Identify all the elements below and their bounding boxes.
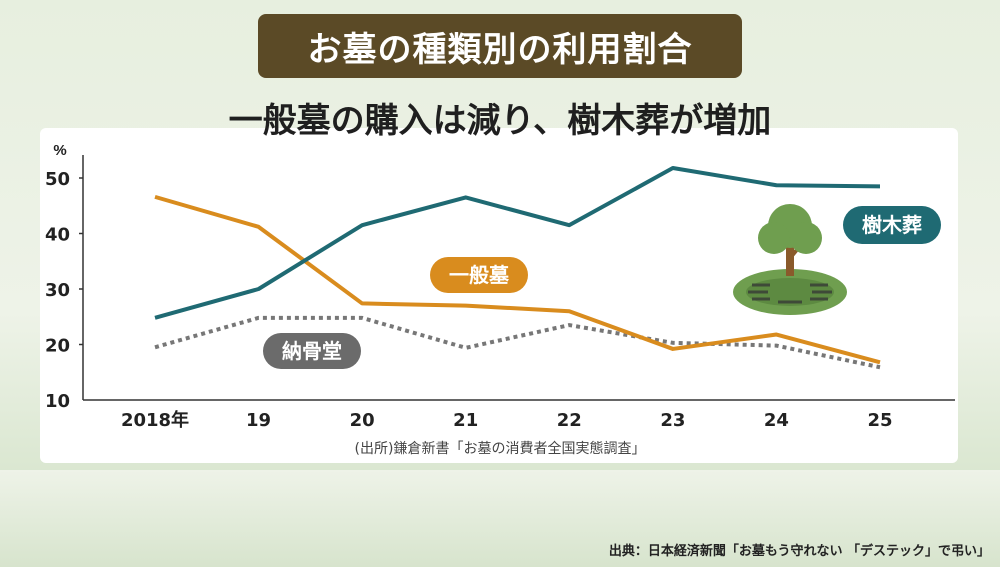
x-tick-label: 22	[557, 410, 582, 431]
svg-text:一般墓: 一般墓	[449, 263, 510, 287]
x-tick-labels: 2018年 19 20 21 22 23 24 25	[121, 409, 893, 431]
svg-text:納骨堂: 納骨堂	[282, 339, 342, 363]
series-line-0	[154, 166, 881, 320]
footer-strip	[0, 470, 1000, 567]
x-tick-label: 23	[660, 410, 685, 431]
svg-text:樹木葬: 樹木葬	[862, 213, 922, 237]
tree-icon	[733, 204, 847, 315]
x-tick-label: 24	[764, 410, 789, 431]
title-banner: お墓の種類別の利用割合	[258, 14, 742, 78]
y-tick-labels: 10 20 30 40 50	[45, 169, 83, 412]
axes: %	[53, 142, 955, 401]
legend-label-nokotsudo: 納骨堂	[263, 333, 361, 369]
source-note: (出所)鎌倉新書「お墓の消費者全国実態調査」	[354, 441, 646, 457]
y-tick-label: 30	[45, 280, 70, 301]
legend-label-jumoku: 樹木葬	[843, 206, 941, 244]
y-axis-unit: %	[53, 142, 66, 159]
x-tick-label: 20	[350, 410, 375, 431]
chart-subtitle: 一般墓の購入は減り、樹木葬が増加	[228, 101, 772, 141]
y-tick-label: 10	[45, 391, 70, 412]
y-tick-label: 50	[45, 169, 70, 190]
credit-note: 出典：日本経済新聞「お墓もう守れない 「デステック」で弔い」	[608, 544, 990, 559]
series-lines	[154, 166, 881, 370]
x-tick-label: 2018年	[121, 409, 189, 431]
legend-label-ippanbo: 一般墓	[430, 257, 528, 293]
y-tick-label: 20	[45, 336, 70, 357]
x-tick-label: 19	[246, 410, 271, 431]
chart-title: お墓の種類別の利用割合	[307, 29, 693, 70]
y-tick-label: 40	[45, 225, 70, 246]
x-tick-label: 21	[453, 410, 478, 431]
series-line-1	[154, 194, 881, 365]
series-line-2	[154, 315, 881, 370]
x-tick-label: 25	[867, 410, 892, 431]
